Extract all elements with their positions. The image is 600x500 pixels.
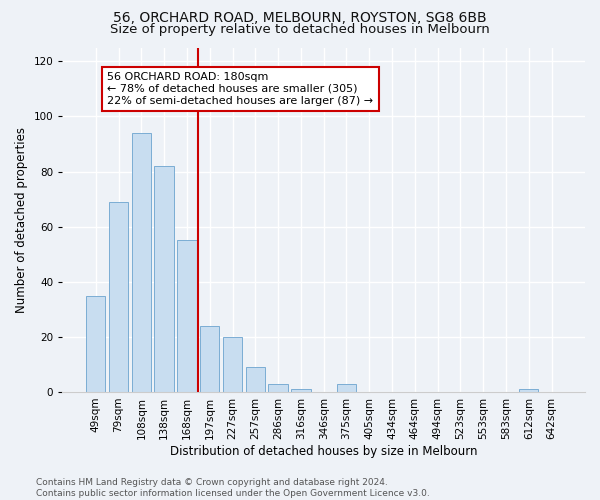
Text: 56, ORCHARD ROAD, MELBOURN, ROYSTON, SG8 6BB: 56, ORCHARD ROAD, MELBOURN, ROYSTON, SG8… — [113, 11, 487, 25]
Bar — [291, 389, 311, 392]
Bar — [223, 337, 242, 392]
Text: Contains HM Land Registry data © Crown copyright and database right 2024.
Contai: Contains HM Land Registry data © Crown c… — [36, 478, 430, 498]
Bar — [131, 133, 151, 392]
Bar — [200, 326, 220, 392]
Text: Size of property relative to detached houses in Melbourn: Size of property relative to detached ho… — [110, 22, 490, 36]
Bar — [268, 384, 288, 392]
Bar — [154, 166, 174, 392]
Bar — [245, 367, 265, 392]
Bar — [519, 389, 538, 392]
Text: 56 ORCHARD ROAD: 180sqm
← 78% of detached houses are smaller (305)
22% of semi-d: 56 ORCHARD ROAD: 180sqm ← 78% of detache… — [107, 72, 373, 106]
Y-axis label: Number of detached properties: Number of detached properties — [15, 126, 28, 312]
Bar — [177, 240, 197, 392]
Bar — [109, 202, 128, 392]
Bar — [337, 384, 356, 392]
Bar — [86, 296, 106, 392]
X-axis label: Distribution of detached houses by size in Melbourn: Distribution of detached houses by size … — [170, 444, 478, 458]
